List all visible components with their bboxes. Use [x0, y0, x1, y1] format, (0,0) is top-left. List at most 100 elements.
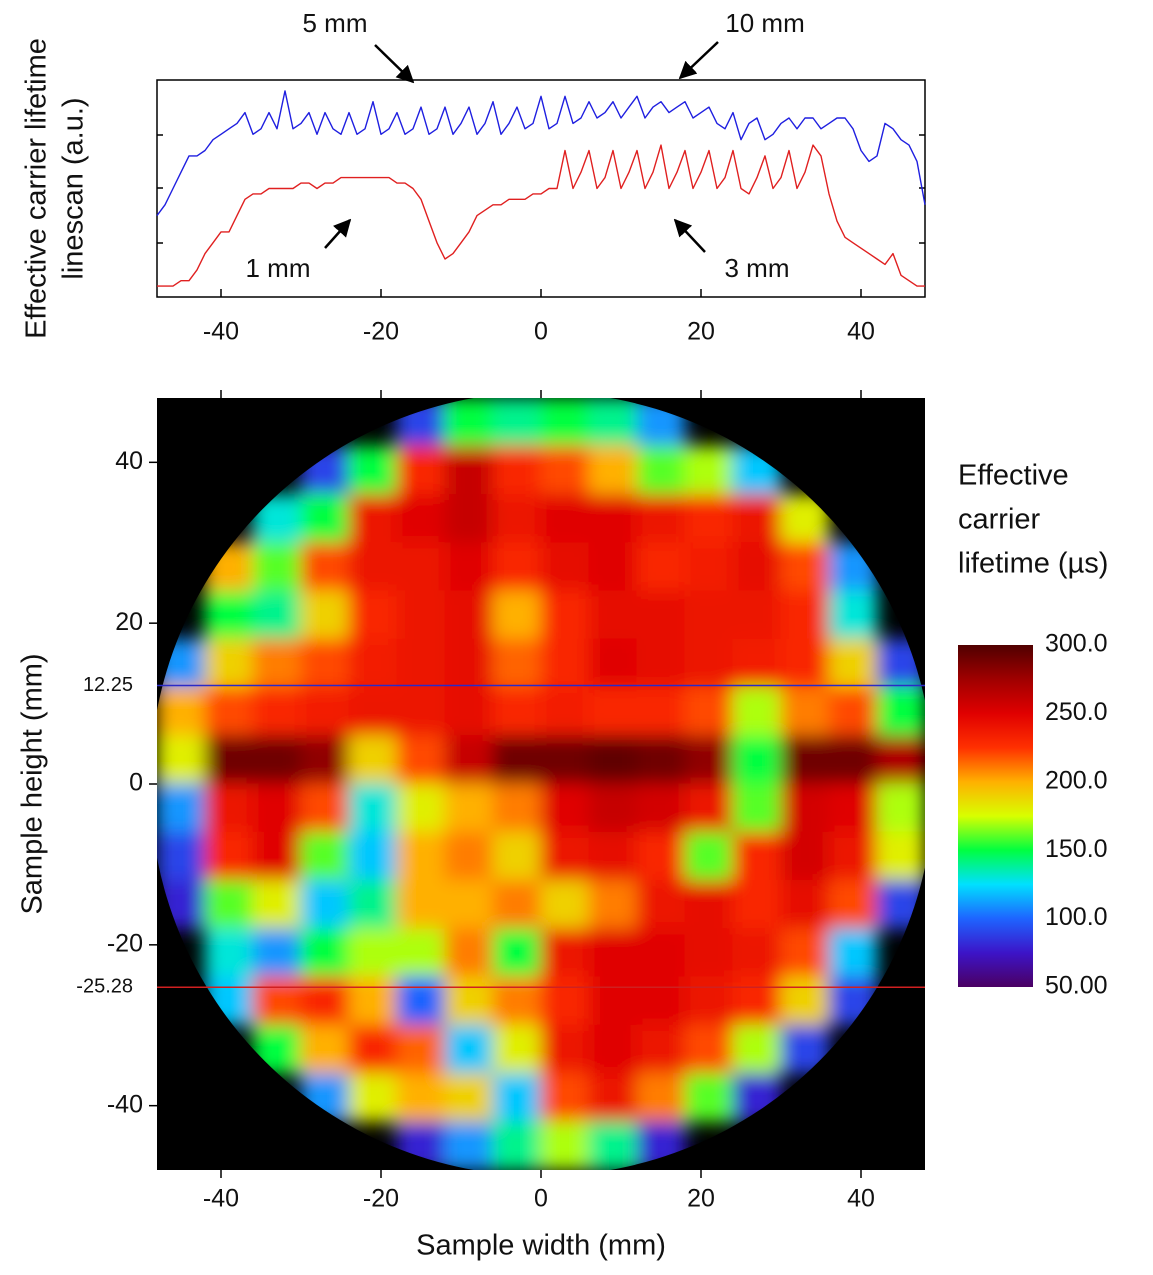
- heatmap-cell: [396, 928, 446, 978]
- heatmap-cell: [540, 638, 590, 688]
- heatmap-cell: [828, 638, 878, 688]
- heatmap-cell: [348, 687, 398, 737]
- annotation-arrow: [324, 218, 352, 249]
- heatmap-cell: [780, 783, 830, 833]
- heatmap-cell: [588, 735, 638, 785]
- x-axis-title: Sample width (mm): [416, 1230, 666, 1262]
- heatmap-cells: [157, 398, 925, 1170]
- heatmap-cell: [157, 687, 206, 737]
- heatmap-cell: [300, 928, 350, 978]
- x-tick-label: -40: [203, 1185, 239, 1213]
- heatmap-cell: [684, 494, 734, 544]
- heatmap-cell: [252, 976, 302, 1026]
- heatmap-cell: [252, 638, 302, 688]
- heatmap-cell: [732, 880, 782, 930]
- heatmap-cell: [444, 542, 494, 592]
- heatmap-cell: [348, 445, 398, 495]
- heatmap-cell: [828, 928, 878, 978]
- heatmap-cell: [684, 1073, 734, 1123]
- heatmap-cell: [876, 687, 925, 737]
- heatmap-cell: [300, 880, 350, 930]
- heatmap-cell: [348, 928, 398, 978]
- heatmap-cell: [636, 976, 686, 1026]
- heatmap-cell: [732, 831, 782, 881]
- heatmap-cell: [636, 687, 686, 737]
- heatmap-cell: [396, 1073, 446, 1123]
- heatmap-cell: [348, 1073, 398, 1123]
- heatmap-cell: [204, 638, 254, 688]
- heatmap-cell: [444, 928, 494, 978]
- heatmap-cell: [684, 542, 734, 592]
- heatmap-cell: [204, 928, 254, 978]
- y-tick-label: 20: [115, 608, 143, 636]
- heatmap-cell: [252, 735, 302, 785]
- y-tick-label: -40: [107, 1090, 143, 1118]
- heatmap-cell: [252, 687, 302, 737]
- heatmap-cell: [444, 687, 494, 737]
- heatmap-cell: [780, 735, 830, 785]
- heatmap-cell: [300, 831, 350, 881]
- heatmap-cell: [780, 542, 830, 592]
- heatmap-cell: [204, 880, 254, 930]
- heatmap-cell: [588, 398, 638, 447]
- heatmap-cell: [684, 783, 734, 833]
- heatmap-cell: [636, 638, 686, 688]
- heatmap-cell: [348, 783, 398, 833]
- heatmap-cell: [252, 590, 302, 640]
- heatmap-cell: [540, 590, 590, 640]
- linescan-label: -25.28: [76, 976, 133, 998]
- heatmap-cell: [636, 542, 686, 592]
- y-tick-label: 40: [115, 447, 143, 475]
- heatmap-cell: [684, 445, 734, 495]
- heatmap-cell: [492, 1073, 542, 1123]
- heatmap-cell: [348, 880, 398, 930]
- colorbar: [958, 645, 1033, 987]
- heatmap-cell: [636, 1073, 686, 1123]
- heatmap-cell: [828, 687, 878, 737]
- heatmap-cell: [588, 880, 638, 930]
- heatmap-cell: [348, 1024, 398, 1074]
- heatmap-cell: [252, 783, 302, 833]
- heatmap-cell: [300, 687, 350, 737]
- heatmap-cell: [540, 831, 590, 881]
- heatmap-cell: [540, 783, 590, 833]
- heatmap-cell: [588, 1121, 638, 1170]
- heatmap-cell: [300, 735, 350, 785]
- heatmap-cell: [636, 928, 686, 978]
- x-tick-label: 20: [687, 318, 715, 346]
- heatmap-cell: [636, 735, 686, 785]
- heatmap-cell: [780, 831, 830, 881]
- heatmap-cell: [540, 494, 590, 544]
- heatmap-cell: [588, 590, 638, 640]
- heatmap-cell: [396, 687, 446, 737]
- colorbar-title: lifetime (µs): [958, 548, 1108, 580]
- heatmap-cell: [204, 783, 254, 833]
- linescan-label: 12.25: [83, 674, 133, 696]
- heatmap-cell: [444, 1073, 494, 1123]
- heatmap-cell: [444, 445, 494, 495]
- heatmap-cell: [396, 976, 446, 1026]
- heatmap-cell: [732, 638, 782, 688]
- colorbar-tick-label: 100.0: [1045, 903, 1108, 931]
- heatmap-cell: [540, 542, 590, 592]
- heatmap-cell: [828, 880, 878, 930]
- heatmap-cell: [157, 831, 206, 881]
- heatmap-cell: [732, 976, 782, 1026]
- heatmap-cell: [828, 590, 878, 640]
- heatmap-cell: [876, 831, 925, 881]
- heatmap-cell: [348, 976, 398, 1026]
- heatmap-cell: [780, 976, 830, 1026]
- heatmap-cell: [444, 976, 494, 1026]
- heatmap-cell: [396, 542, 446, 592]
- heatmap-cell: [444, 590, 494, 640]
- heatmap-cell: [684, 590, 734, 640]
- heatmap-cell: [636, 445, 686, 495]
- heatmap-cell: [780, 928, 830, 978]
- heatmap-cell: [204, 831, 254, 881]
- heatmap-cell: [300, 976, 350, 1026]
- heatmap-cell: [157, 783, 206, 833]
- heatmap-cell: [492, 735, 542, 785]
- heatmap-cell: [444, 638, 494, 688]
- heatmap-cell: [492, 880, 542, 930]
- heatmap-cell: [444, 880, 494, 930]
